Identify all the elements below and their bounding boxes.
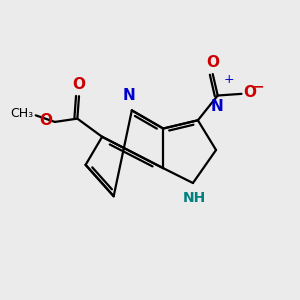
Text: CH₃: CH₃	[10, 107, 33, 120]
Text: N: N	[122, 88, 135, 103]
Text: −: −	[252, 80, 264, 94]
Text: O: O	[73, 77, 85, 92]
Text: +: +	[224, 73, 234, 85]
Text: NH: NH	[183, 191, 206, 205]
Text: N: N	[211, 99, 224, 114]
Text: O: O	[243, 85, 256, 100]
Text: O: O	[39, 113, 52, 128]
Text: O: O	[206, 55, 219, 70]
